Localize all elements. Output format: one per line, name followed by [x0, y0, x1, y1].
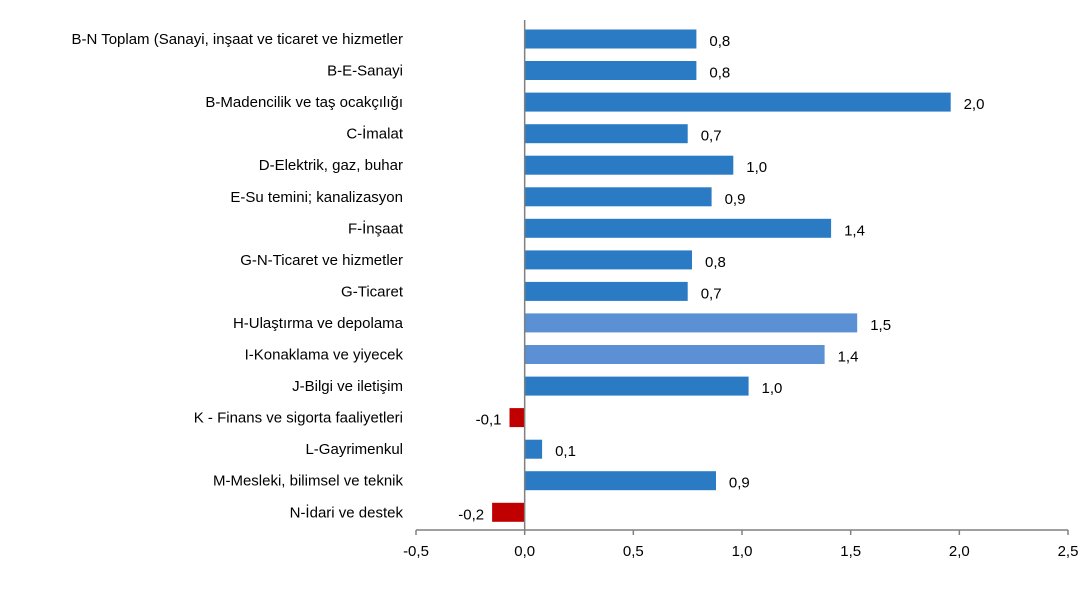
category-label: G-N-Ticaret ve hizmetler	[240, 252, 403, 269]
category-label: F-İnşaat	[348, 219, 404, 237]
bar	[524, 124, 688, 144]
x-tick-label: 0,5	[623, 543, 644, 560]
bar	[524, 218, 832, 238]
bar	[524, 376, 749, 396]
value-label: 1,0	[762, 380, 783, 397]
x-tick-label: -0,5	[403, 543, 429, 560]
category-label: B-N Toplam (Sanayi, inşaat ve ticaret ve…	[71, 31, 403, 48]
value-label: 0,9	[729, 475, 750, 492]
category-label: I-Konaklama ve yiyecek	[245, 347, 404, 364]
value-label: -0,2	[458, 506, 484, 523]
x-axis-ticks: -0,5 0,0 0,5 1,0 1,5 2,0 2,5	[403, 530, 1078, 560]
value-label: 0,7	[701, 285, 722, 302]
value-label: -0,1	[476, 412, 502, 429]
value-label: 0,8	[709, 33, 730, 50]
category-label: E-Su temini; kanalizasyon	[230, 189, 403, 206]
x-tick-label: 1,0	[732, 543, 753, 560]
value-label: 1,4	[844, 222, 865, 239]
bar	[524, 313, 858, 333]
value-label: 0,7	[701, 128, 722, 145]
x-tick-label: 2,0	[949, 543, 970, 560]
value-label: 0,9	[725, 191, 746, 208]
value-label: 1,0	[746, 159, 767, 176]
value-label: 0,8	[709, 65, 730, 82]
bars-layer	[492, 29, 951, 522]
bar	[524, 439, 543, 459]
category-label: C-İmalat	[346, 125, 404, 143]
bar	[524, 29, 697, 49]
category-label: L-Gayrimenkul	[305, 441, 403, 458]
bar	[524, 471, 716, 491]
value-label: 1,4	[838, 349, 859, 366]
value-label: 0,8	[705, 254, 726, 271]
x-tick-label: 2,5	[1058, 543, 1079, 560]
bar	[492, 502, 525, 522]
category-label: D-Elektrik, gaz, buhar	[259, 157, 403, 174]
bar	[524, 61, 697, 80]
category-label: J-Bilgi ve iletişim	[292, 378, 403, 395]
value-label: 2,0	[964, 96, 985, 113]
category-label: M-Mesleki, bilimsel ve teknik	[213, 473, 404, 490]
bar	[524, 345, 825, 364]
category-label: B-E-Sanayi	[327, 63, 403, 80]
bar	[524, 250, 692, 270]
x-tick-label: 1,5	[840, 543, 861, 560]
bar	[524, 281, 688, 301]
bar	[509, 408, 525, 428]
bar	[524, 187, 712, 207]
value-label: 0,1	[555, 443, 576, 460]
value-label: 1,5	[870, 317, 891, 334]
x-tick-label: 0,0	[514, 543, 535, 560]
category-label: B-Madencilik ve taş ocakçılığı	[205, 94, 403, 111]
category-label: G-Ticaret	[341, 283, 404, 300]
value-labels: 0,80,82,00,71,00,91,40,80,71,51,41,0-0,1…	[458, 33, 984, 523]
bar	[524, 155, 734, 175]
category-label: N-İdari ve destek	[290, 503, 404, 521]
category-labels: B-N Toplam (Sanayi, inşaat ve ticaret ve…	[71, 31, 403, 521]
category-label: K - Finans ve sigorta faaliyetleri	[194, 410, 403, 427]
bar	[524, 92, 951, 112]
category-label: H-Ulaştırma ve depolama	[233, 315, 404, 332]
